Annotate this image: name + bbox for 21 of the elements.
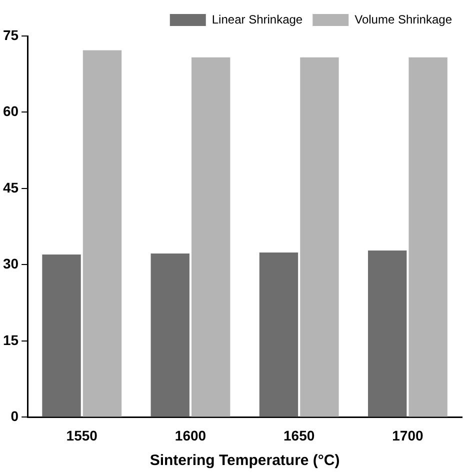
- bar: [150, 254, 190, 417]
- y-tick-label: 15: [2, 332, 19, 348]
- y-tick-label: 0: [10, 408, 19, 424]
- y-tick-label: 75: [2, 26, 19, 43]
- legend-label: Linear Shrinkage: [212, 12, 303, 26]
- x-tick-label: 1700: [392, 427, 424, 444]
- bar: [42, 254, 81, 417]
- x-tick-label: 1650: [284, 427, 315, 444]
- bar: [192, 57, 230, 417]
- x-tick-label: 1550: [66, 427, 98, 444]
- x-axis-title: Sintering Temperature (°C): [150, 452, 340, 470]
- y-tick-label: 30: [2, 256, 19, 272]
- bar: [408, 57, 448, 417]
- bar: [259, 252, 298, 417]
- y-tick-label: 45: [2, 179, 19, 196]
- x-tick-label: 1600: [174, 427, 206, 444]
- bar: [300, 57, 339, 417]
- bar: [368, 250, 407, 417]
- bar: [82, 50, 122, 417]
- y-tick-label: 60: [2, 103, 19, 120]
- legend-label: Volume Shrinkage: [354, 12, 452, 26]
